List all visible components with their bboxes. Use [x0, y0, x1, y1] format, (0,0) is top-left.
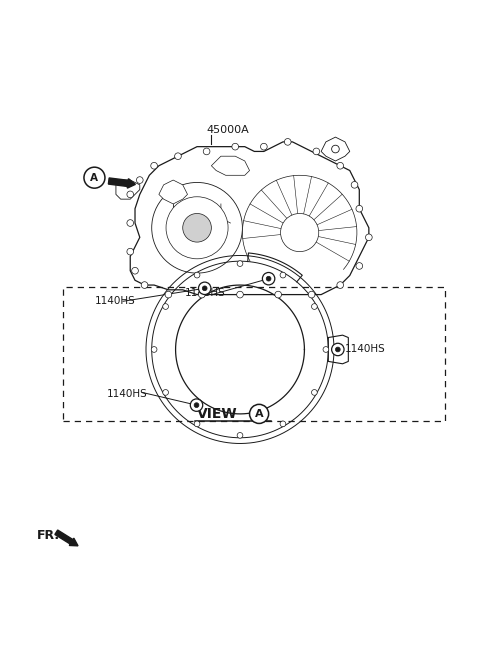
- Circle shape: [266, 276, 271, 281]
- Circle shape: [281, 213, 319, 252]
- Circle shape: [312, 304, 317, 310]
- Circle shape: [351, 182, 358, 188]
- Circle shape: [127, 191, 133, 197]
- Text: 1140HS: 1140HS: [95, 297, 135, 306]
- Text: 1140HS: 1140HS: [345, 344, 386, 354]
- Text: 1140HS: 1140HS: [185, 288, 226, 298]
- Circle shape: [199, 291, 205, 298]
- Circle shape: [312, 390, 317, 396]
- Circle shape: [190, 399, 203, 411]
- FancyArrow shape: [55, 530, 78, 546]
- Circle shape: [202, 286, 207, 291]
- Circle shape: [356, 262, 363, 270]
- Circle shape: [194, 421, 200, 427]
- Text: VIEW: VIEW: [197, 407, 238, 421]
- Circle shape: [336, 347, 340, 352]
- Text: 1140HS: 1140HS: [107, 389, 147, 399]
- Circle shape: [141, 281, 148, 289]
- Circle shape: [275, 291, 281, 298]
- Circle shape: [323, 346, 329, 352]
- Circle shape: [284, 138, 291, 145]
- Circle shape: [194, 272, 200, 278]
- Circle shape: [151, 346, 157, 352]
- Circle shape: [199, 282, 211, 295]
- Circle shape: [84, 167, 105, 188]
- Text: A: A: [90, 173, 98, 182]
- Circle shape: [263, 272, 275, 285]
- Circle shape: [151, 163, 157, 169]
- Circle shape: [183, 213, 211, 242]
- Polygon shape: [321, 137, 350, 161]
- Polygon shape: [116, 180, 140, 199]
- Circle shape: [132, 268, 138, 274]
- Circle shape: [127, 220, 133, 226]
- Circle shape: [166, 197, 228, 259]
- Polygon shape: [130, 142, 369, 295]
- Circle shape: [194, 403, 199, 407]
- Text: FR.: FR.: [37, 529, 60, 542]
- Circle shape: [203, 148, 210, 155]
- Circle shape: [237, 432, 243, 438]
- FancyArrow shape: [108, 178, 135, 188]
- Circle shape: [163, 304, 168, 310]
- Bar: [63, 287, 445, 421]
- Circle shape: [356, 205, 363, 212]
- Circle shape: [280, 272, 286, 278]
- Circle shape: [232, 143, 239, 150]
- Circle shape: [365, 234, 372, 241]
- Circle shape: [136, 176, 143, 184]
- Circle shape: [280, 421, 286, 427]
- Circle shape: [261, 143, 267, 150]
- Polygon shape: [211, 156, 250, 175]
- Circle shape: [250, 404, 269, 423]
- Circle shape: [152, 182, 242, 273]
- Circle shape: [337, 281, 344, 289]
- Circle shape: [237, 260, 243, 266]
- Text: 45000A: 45000A: [206, 125, 249, 134]
- Circle shape: [332, 145, 339, 153]
- Circle shape: [163, 390, 168, 396]
- Circle shape: [337, 163, 344, 169]
- Circle shape: [313, 148, 320, 155]
- Polygon shape: [159, 180, 188, 204]
- Circle shape: [127, 249, 133, 255]
- Circle shape: [237, 291, 243, 298]
- Circle shape: [308, 291, 315, 298]
- Circle shape: [165, 291, 172, 298]
- Circle shape: [175, 153, 181, 159]
- Text: A: A: [255, 409, 264, 419]
- Circle shape: [332, 343, 344, 356]
